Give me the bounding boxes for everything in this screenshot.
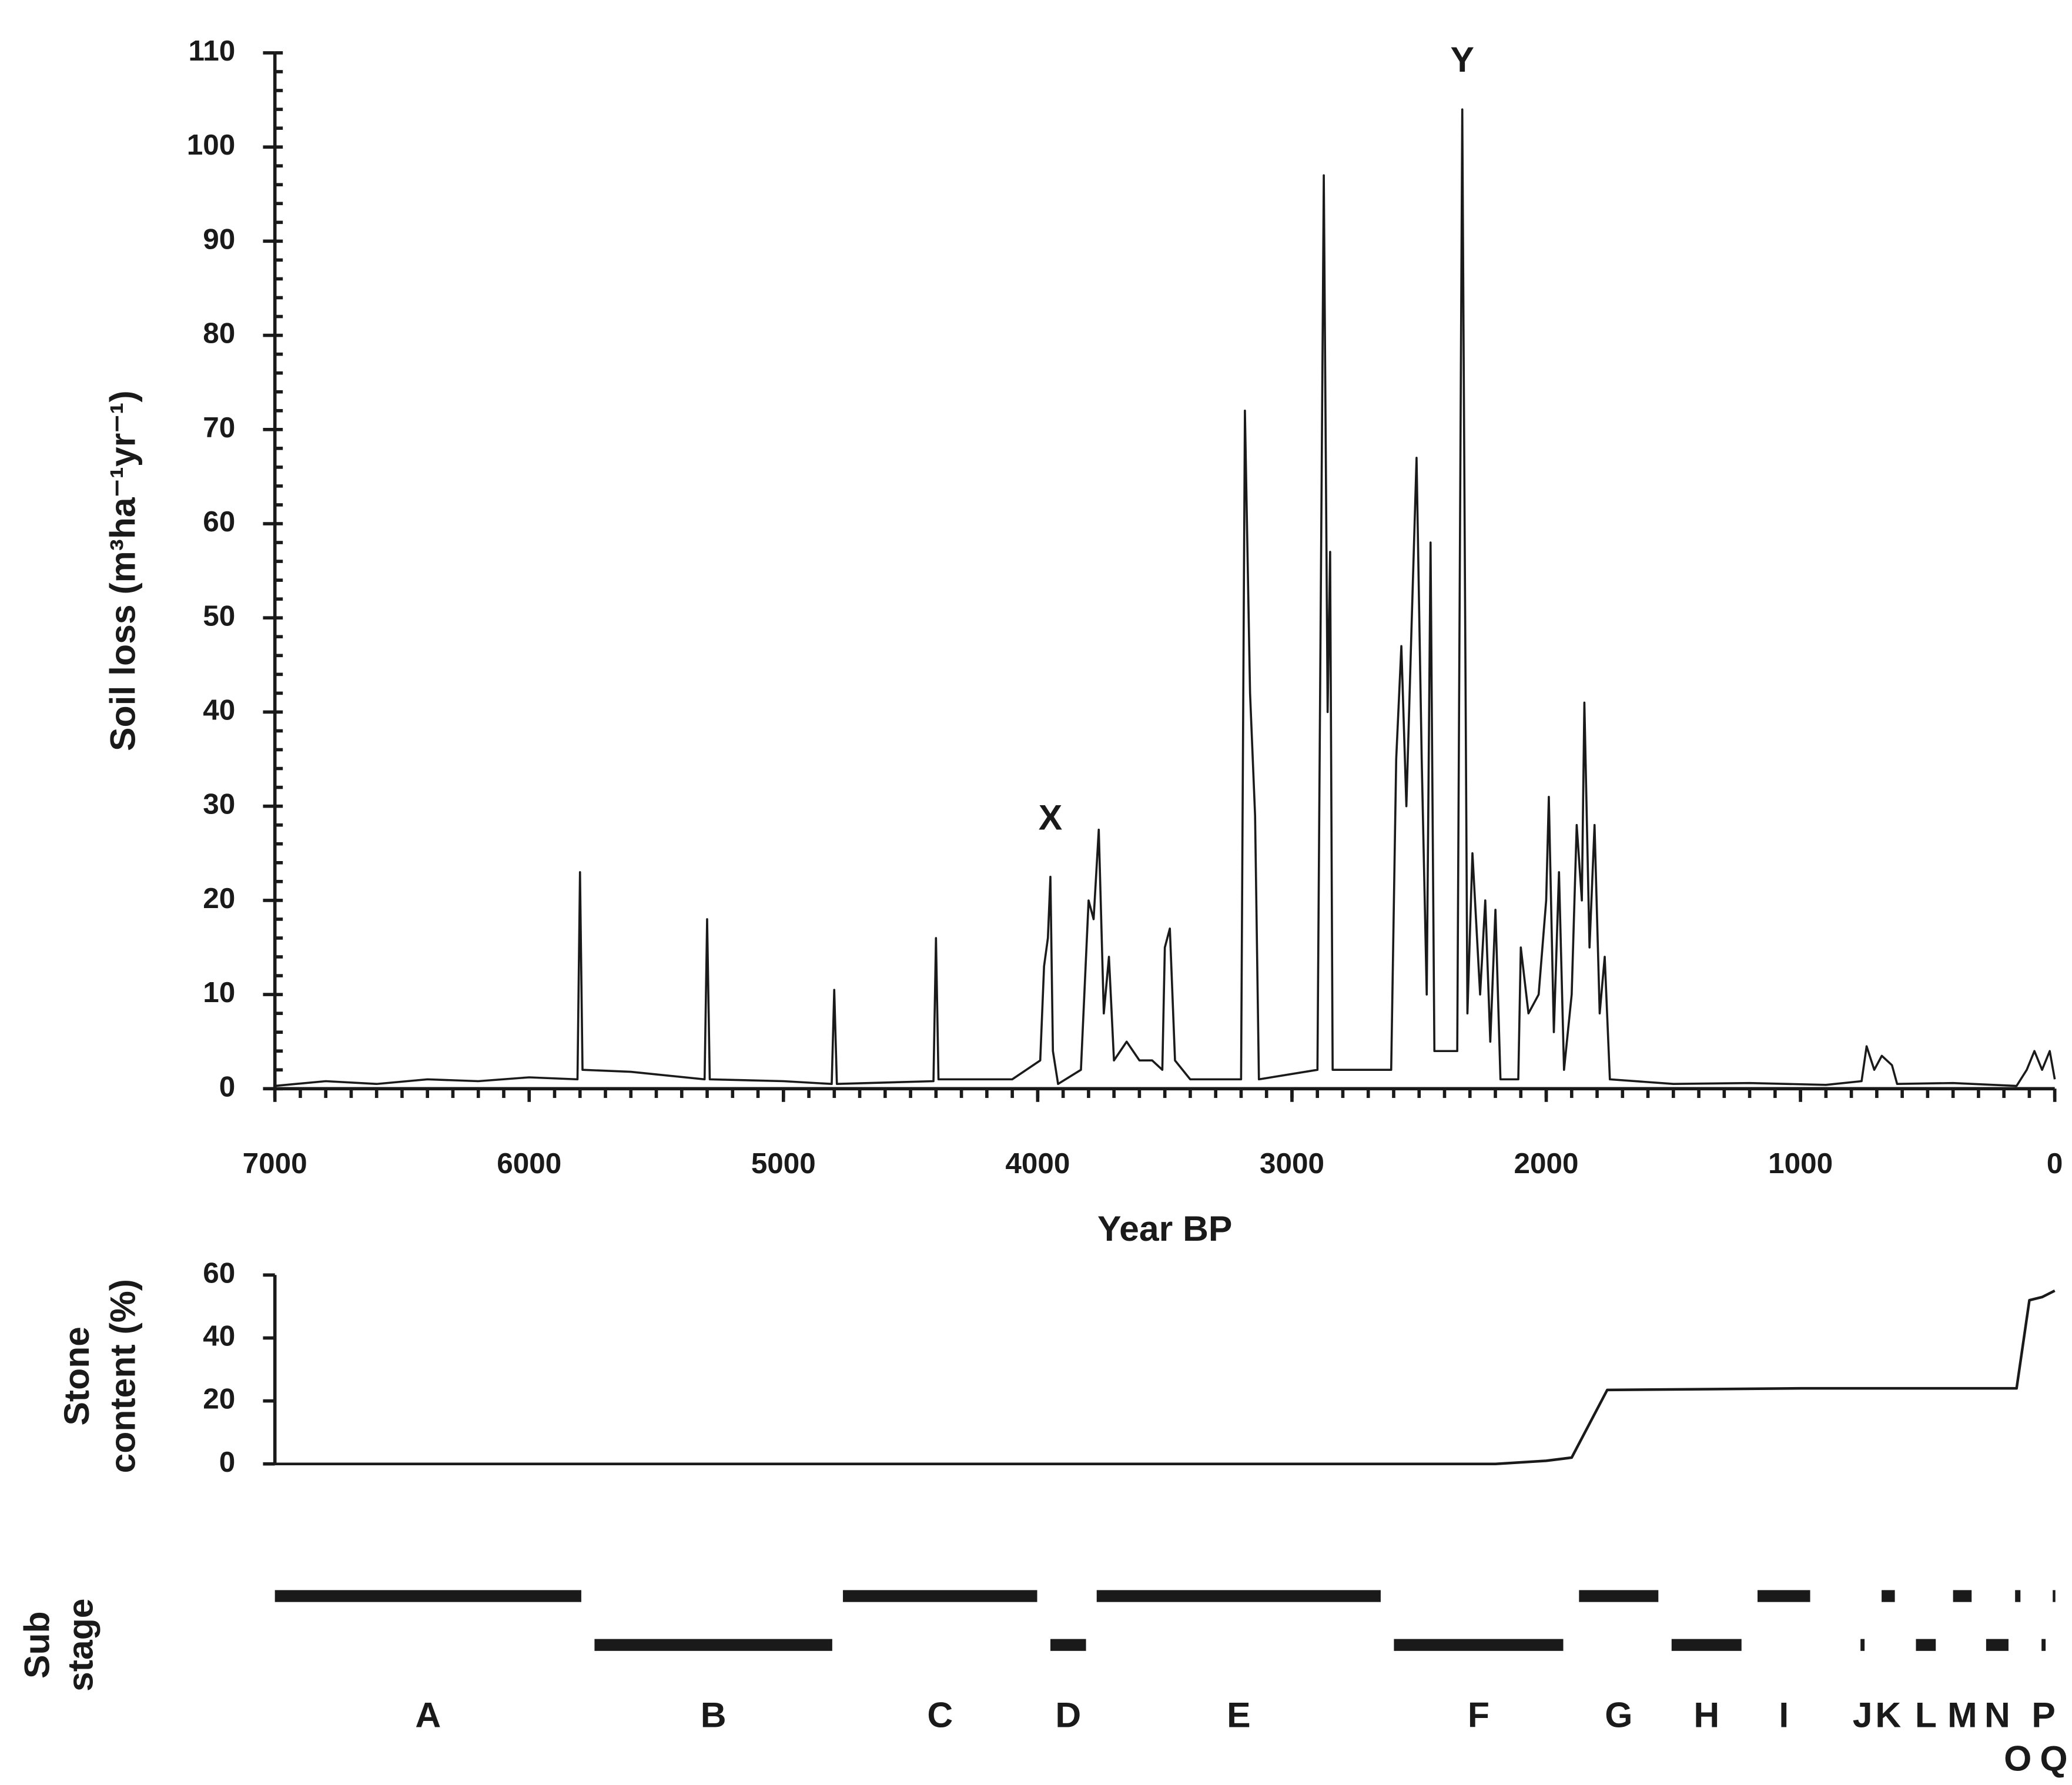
stage-bar: [1096, 1590, 1381, 1602]
stage-label: G: [1605, 1694, 1632, 1734]
stage-label: B: [701, 1694, 727, 1734]
x-tick-label: 7000: [243, 1147, 307, 1180]
y-tick-label: 40: [203, 1320, 235, 1352]
stage-bar: [594, 1639, 832, 1651]
stage-bar: [1882, 1590, 1895, 1602]
stage-label: N: [1984, 1694, 2010, 1734]
y-axis-label: stage: [61, 1598, 101, 1692]
stage-label: O: [2004, 1739, 2031, 1779]
stage-bar: [2015, 1590, 2021, 1602]
data-line: [275, 1290, 2056, 1465]
x-tick-label: 3000: [1260, 1147, 1324, 1180]
x-tick-label: 5000: [751, 1147, 816, 1180]
y-tick-label: 20: [203, 1383, 235, 1415]
stage-bar: [1916, 1639, 1936, 1651]
stage-label: A: [415, 1694, 441, 1734]
stage-bar: [2053, 1590, 2056, 1602]
y-tick-label: 90: [203, 223, 235, 255]
y-tick-label: 20: [203, 882, 235, 915]
y-axis-label: Sub: [17, 1611, 57, 1679]
y-tick-label: 40: [203, 694, 235, 726]
x-tick-label: 0: [2047, 1147, 2063, 1180]
data-line: [275, 108, 2056, 1087]
annotation: Y: [1451, 39, 1474, 79]
stage-bar: [1579, 1590, 1659, 1602]
annotation: X: [1039, 798, 1062, 838]
stage-label: M: [1947, 1694, 1977, 1734]
stage-bar: [1860, 1639, 1865, 1651]
y-tick-label: 30: [203, 788, 235, 821]
x-tick-label: 4000: [1005, 1147, 1070, 1180]
y-axis-label: Stone: [56, 1327, 96, 1426]
stage-label: Q: [2040, 1739, 2067, 1779]
x-axis-label: Year BP: [1097, 1208, 1232, 1248]
x-tick-label: 6000: [497, 1147, 561, 1180]
y-tick-label: 100: [187, 129, 235, 161]
stage-bar: [843, 1590, 1037, 1602]
y-tick-label: 110: [188, 35, 235, 67]
stage-label: F: [1468, 1694, 1489, 1734]
stage-bar: [1758, 1590, 1810, 1602]
stage-label: I: [1779, 1694, 1789, 1734]
y-tick-label: 70: [203, 411, 235, 444]
y-tick-label: 60: [203, 1257, 235, 1289]
y-tick-label: 10: [203, 976, 235, 1009]
y-axis-label: content (%): [103, 1279, 143, 1473]
stage-bar: [1050, 1639, 1086, 1651]
stage-label: P: [2031, 1694, 2055, 1734]
y-tick-label: 50: [203, 600, 235, 632]
stage-label: L: [1915, 1694, 1937, 1734]
stage-label: E: [1227, 1694, 1250, 1734]
y-axis-label: Soil loss (m³ha⁻¹yr⁻¹): [103, 390, 143, 751]
stage-label: H: [1693, 1694, 1719, 1734]
stage-bar: [1953, 1590, 1972, 1602]
stage-bar: [1986, 1639, 2009, 1651]
y-tick-label: 0: [219, 1070, 236, 1103]
y-tick-label: 80: [203, 317, 235, 350]
x-tick-label: 2000: [1514, 1147, 1579, 1180]
stage-bar: [1394, 1639, 1564, 1651]
stage-label: J: [1853, 1694, 1873, 1734]
x-tick-label: 1000: [1768, 1147, 1833, 1180]
stage-bar: [275, 1590, 581, 1602]
stage-label: D: [1055, 1694, 1081, 1734]
stage-bar: [2041, 1639, 2046, 1651]
y-tick-label: 60: [203, 505, 235, 538]
stage-label: C: [927, 1694, 953, 1734]
stage-label: K: [1875, 1694, 1901, 1734]
stage-bar: [1671, 1639, 1742, 1651]
y-tick-label: 0: [219, 1446, 236, 1478]
